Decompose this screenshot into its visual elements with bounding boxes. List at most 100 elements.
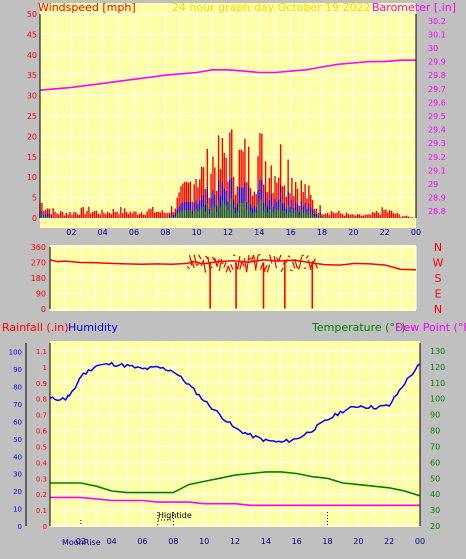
- rainfall-tick-label: 0.8: [36, 396, 47, 404]
- temperature-tick-label: 60: [430, 458, 440, 467]
- barometer-tick-label: 29.1: [428, 166, 446, 175]
- rainfall-tick-label: 0.2: [36, 491, 47, 499]
- humidity-tick-label: 60: [13, 418, 22, 426]
- barometer-tick-label: 29.3: [428, 139, 446, 148]
- temperature-tick-label: 120: [430, 363, 445, 372]
- windspeed-tick-label: 5: [32, 194, 37, 203]
- hour-tick-label: 16: [286, 228, 296, 237]
- graph-title: 24 hour graph day October 19 2022: [172, 1, 371, 14]
- hour-tick-label: 04: [98, 228, 108, 237]
- direction-tick-label: 0: [41, 305, 46, 314]
- hour-tick-label: 04: [107, 537, 117, 546]
- hour-tick-label: 00: [411, 228, 421, 237]
- hour-tick-label: 12: [223, 228, 233, 237]
- hour-tick-label: 22: [380, 228, 390, 237]
- humidity-tick-label: 100: [9, 349, 22, 357]
- rainfall-tick-label: 1.1: [36, 348, 47, 356]
- barometer-tick-label: 28.8: [428, 207, 446, 216]
- hour-tick-label: 06: [129, 228, 139, 237]
- hour-tick-label: 08: [160, 228, 170, 237]
- humidity-tick-label: 80: [13, 384, 22, 392]
- temperature-tick-label: 20: [430, 522, 440, 531]
- hour-tick-label: 06: [137, 537, 147, 546]
- direction-tick-label: 270: [31, 259, 46, 268]
- rainfall-tick-label: 0.1: [36, 507, 47, 515]
- windspeed-tick-label: 15: [27, 153, 37, 162]
- rainfall-tick-label: 0.4: [36, 459, 48, 467]
- rainfall-tick-label: 1: [43, 364, 47, 372]
- compass-label: S: [435, 272, 442, 285]
- windspeed-tick-label: 40: [27, 51, 37, 60]
- temperature-tick-label: 30: [430, 506, 440, 515]
- hightide-label: Hightide: [158, 511, 192, 520]
- hour-tick-label: 22: [384, 537, 394, 546]
- barometer-tick-label: 29.7: [428, 85, 446, 94]
- barometer-tick-label: 30: [428, 44, 438, 53]
- rainfall-axis-title: Rainfall (.in): [2, 321, 69, 334]
- rainfall-tick-label: 0.6: [36, 428, 48, 436]
- windspeed-tick-label: 10: [27, 173, 37, 182]
- humidity-tick-label: 20: [13, 488, 22, 496]
- barometer-tick-label: 29.2: [428, 153, 446, 162]
- rainfall-tick-label: 0: [43, 523, 47, 531]
- humidity-tick-label: 50: [13, 436, 22, 444]
- temperature-tick-label: 110: [430, 379, 445, 388]
- rainfall-tick-label: 0.3: [36, 475, 47, 483]
- windspeed-tick-label: 45: [27, 30, 37, 39]
- direction-tick-label: 180: [31, 274, 46, 283]
- compass-label: W: [433, 257, 444, 270]
- windspeed-tick-label: 20: [27, 132, 37, 141]
- barometer-tick-label: 28.9: [428, 194, 446, 203]
- temperature-tick-label: 50: [430, 474, 440, 483]
- temperature-tick-label: 40: [430, 490, 440, 499]
- windspeed-tick-label: 25: [27, 112, 37, 121]
- temperature-tick-label: 100: [430, 395, 445, 404]
- barometer-tick-label: 29.4: [428, 126, 446, 135]
- barometer-tick-label: 29: [428, 180, 438, 189]
- hour-tick-label: 18: [317, 228, 327, 237]
- humidity-tick-label: 10: [13, 506, 22, 514]
- barometer-axis-title: Barometer [.in]: [372, 1, 456, 14]
- humidity-axis-title: Humidity: [68, 321, 118, 334]
- humidity-tick-label: 70: [13, 401, 22, 409]
- temperature-tick-label: 80: [430, 427, 440, 436]
- barometer-tick-label: 30.1: [428, 30, 446, 39]
- direction-tick-label: 360: [31, 243, 46, 252]
- hour-tick-label: 02: [66, 228, 76, 237]
- windspeed-tick-label: 50: [27, 10, 37, 19]
- barometer-tick-label: 29.9: [428, 58, 446, 67]
- dewpoint-axis-title: Dew Point (°F): [395, 321, 466, 334]
- hour-tick-label: 08: [168, 537, 178, 546]
- rainfall-tick-label: 0.5: [36, 443, 47, 451]
- hour-tick-label: 14: [261, 537, 271, 546]
- hour-tick-label: 20: [348, 228, 358, 237]
- temperature-tick-label: 70: [430, 442, 440, 451]
- windspeed-tick-label: 0: [32, 214, 37, 223]
- hour-tick-label: 14: [254, 228, 264, 237]
- temperature-axis-title: Temperature (°F): [311, 321, 406, 334]
- barometer-tick-label: 29.6: [428, 98, 446, 107]
- humidity-tick-label: 40: [13, 453, 22, 461]
- barometer-tick-label: 29.8: [428, 71, 446, 80]
- hour-tick-label: 00: [415, 537, 425, 546]
- direction-tick-label: 90: [36, 290, 46, 299]
- hour-tick-label: 18: [322, 537, 332, 546]
- rainfall-tick-label: 0.9: [36, 380, 47, 388]
- barometer-tick-label: 29.5: [428, 112, 446, 121]
- moonrise-label: MoonRise: [62, 538, 101, 547]
- hour-tick-label: 10: [199, 537, 209, 546]
- humidity-tick-label: 30: [13, 471, 22, 479]
- windspeed-tick-label: 35: [27, 71, 37, 80]
- compass-label: N: [434, 303, 442, 316]
- hour-tick-label: 10: [192, 228, 202, 237]
- humidity-tick-label: 0: [18, 523, 22, 531]
- humidity-tick-label: 90: [13, 366, 22, 374]
- compass-label: E: [435, 288, 442, 301]
- barometer-tick-label: 30.2: [428, 17, 446, 26]
- temperature-tick-label: 130: [430, 347, 445, 356]
- temperature-tick-label: 90: [430, 411, 440, 420]
- windspeed-axis-title: Windspeed [mph]: [38, 1, 136, 14]
- compass-label: N: [434, 241, 442, 254]
